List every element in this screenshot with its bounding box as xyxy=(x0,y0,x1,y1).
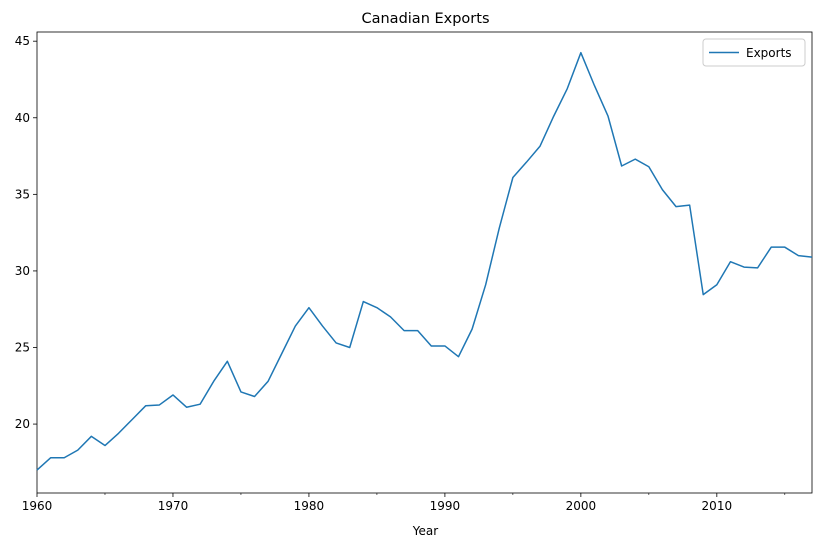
x-tick-label: 1980 xyxy=(294,499,325,513)
series-group xyxy=(36,51,813,471)
y-tick-label: 45 xyxy=(15,34,30,48)
y-tick-label: 30 xyxy=(15,264,30,278)
chart-title: Canadian Exports xyxy=(361,11,489,27)
x-tick-label: 1970 xyxy=(158,499,189,513)
y-tick-label: 20 xyxy=(15,417,30,431)
plot-frame xyxy=(36,31,813,494)
y-axis: 20 25 30 35 40 45 xyxy=(15,34,37,431)
x-axis-label: Year xyxy=(412,524,438,538)
legend-label: Exports xyxy=(746,46,792,60)
y-tick-label: 25 xyxy=(15,341,30,355)
x-tick-label: 1990 xyxy=(430,499,461,513)
x-tick-label: 2010 xyxy=(702,499,733,513)
series-line-exports xyxy=(36,51,813,471)
x-tick-label: 2000 xyxy=(566,499,597,513)
x-tick-label: 1960 xyxy=(22,499,53,513)
y-tick-label: 40 xyxy=(15,111,30,125)
legend-box xyxy=(702,38,806,67)
legend: Exports xyxy=(702,38,806,67)
x-axis: 1960 1970 1980 1990 2000 2010 xyxy=(22,493,786,513)
y-tick-label: 35 xyxy=(15,187,30,201)
plot-area xyxy=(36,31,813,494)
